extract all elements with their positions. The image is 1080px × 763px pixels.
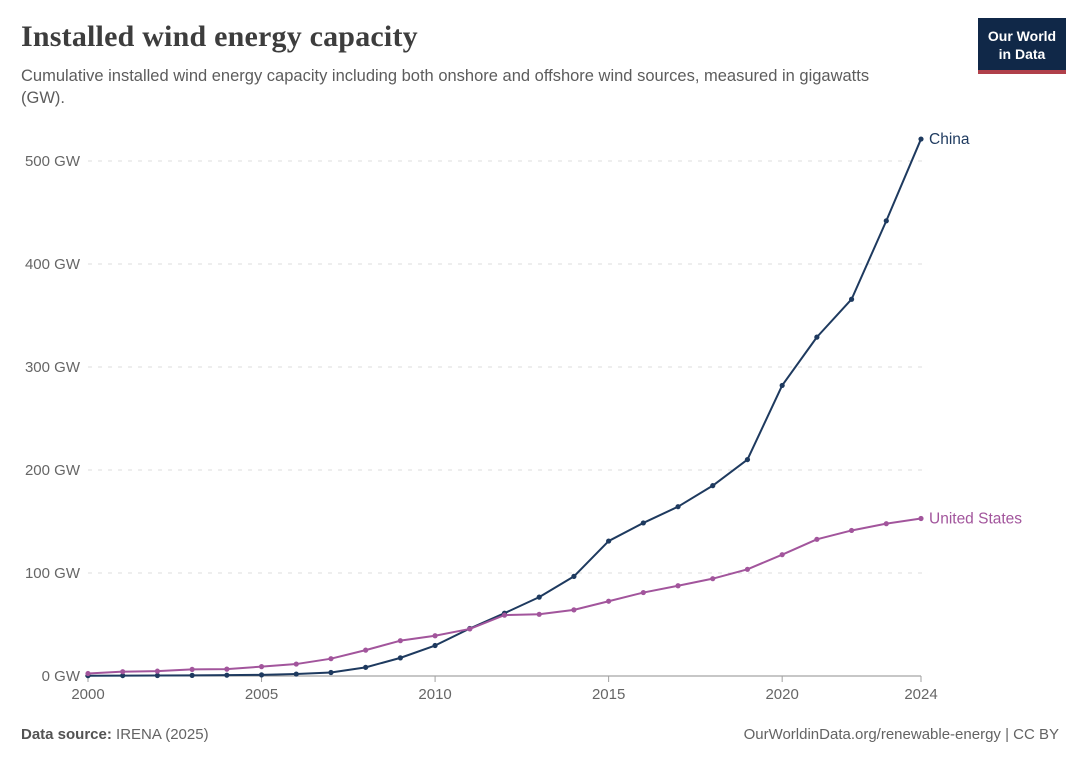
data-source: Data source: IRENA (2025)	[21, 726, 209, 743]
svg-text:2005: 2005	[245, 686, 278, 703]
svg-text:2015: 2015	[592, 686, 625, 703]
license-note: OurWorldinData.org/renewable-energy | CC…	[743, 726, 1059, 743]
owid-logo-line2: in Data	[998, 45, 1046, 62]
svg-text:500 GW: 500 GW	[25, 153, 81, 170]
owid-logo-line1: Our World	[987, 28, 1057, 44]
data-source-label: Data source:	[21, 726, 112, 743]
svg-text:300 GW: 300 GW	[25, 359, 81, 376]
plot-area: 0 GW 100 GW 200 GW 300 GW 400 GW 500 GW 2000 20…	[0, 120, 1080, 720]
svg-text:2000: 2000	[71, 686, 104, 703]
svg-text:United States: United States	[929, 511, 1022, 528]
svg-text:200 GW: 200 GW	[25, 462, 81, 479]
svg-text:2024: 2024	[904, 686, 937, 703]
owid-logo: Our World in Data	[978, 18, 1066, 74]
data-source-value: IRENA (2025)	[111, 726, 209, 743]
chart-header: Installed wind energy capacity Cumulativ…	[21, 20, 901, 110]
chart-subtitle: Cumulative installed wind energy capacit…	[21, 67, 870, 108]
svg-text:2010: 2010	[418, 686, 451, 703]
svg-text:0 GW: 0 GW	[42, 668, 81, 685]
page-title: Installed wind energy capacity	[21, 20, 418, 53]
chart-canvas: 0 GW 100 GW 200 GW 300 GW 400 GW 500 GW 2000 20…	[25, 131, 1022, 703]
svg-text:China: China	[929, 131, 970, 148]
chart-footer: Data source: IRENA (2025) OurWorldinData…	[21, 726, 1059, 743]
svg-text:2020: 2020	[765, 686, 798, 703]
svg-text:100 GW: 100 GW	[25, 565, 81, 582]
svg-text:400 GW: 400 GW	[25, 256, 81, 273]
